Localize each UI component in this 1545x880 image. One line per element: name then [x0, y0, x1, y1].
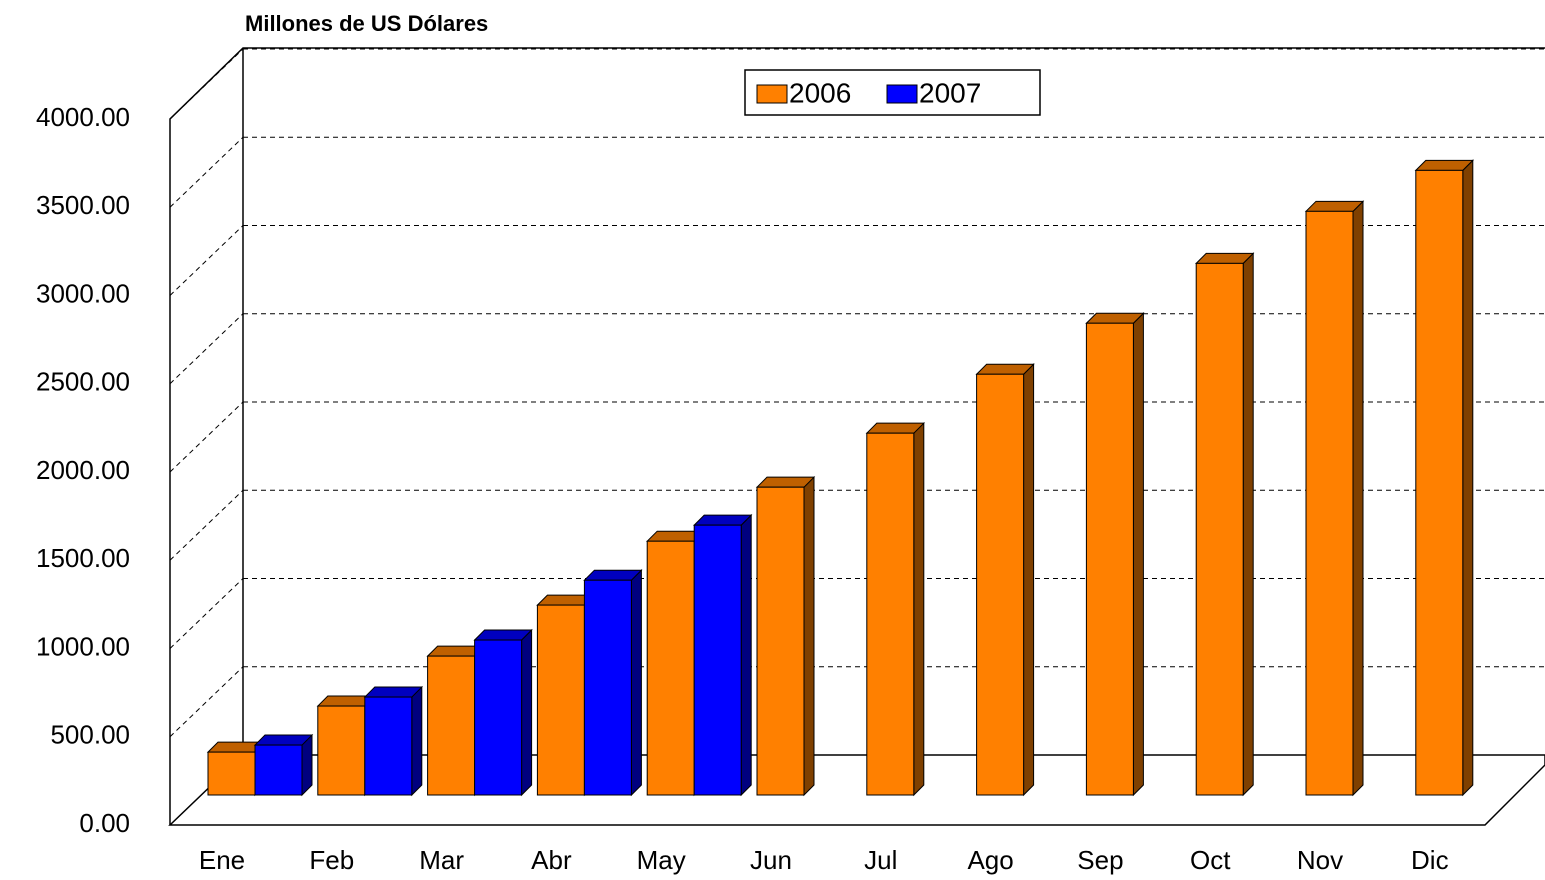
bar — [1195, 262, 1244, 796]
bar-top — [1304, 200, 1365, 212]
bar-top — [253, 734, 314, 746]
bar-side — [630, 568, 642, 797]
bar — [427, 655, 476, 796]
bar-top — [755, 476, 816, 488]
y-tick-label: 3500.00 — [36, 190, 130, 220]
x-tick-label: Ene — [199, 845, 245, 875]
bar-side — [411, 685, 423, 797]
y-tick-label: 1000.00 — [36, 631, 130, 661]
bar-side — [913, 421, 925, 797]
x-tick-label: Sep — [1077, 845, 1123, 875]
bar-side — [1242, 252, 1254, 797]
y-tick-label: 500.00 — [50, 720, 130, 750]
bar-top — [363, 686, 424, 698]
bar — [536, 604, 585, 796]
y-tick-label: 4000.00 — [36, 102, 130, 132]
bar-side — [803, 475, 815, 797]
bar-top — [865, 422, 926, 434]
bar — [646, 540, 695, 796]
grid-line-side — [169, 489, 244, 561]
grid-line-side — [169, 313, 244, 385]
grid-line-side — [169, 225, 244, 296]
x-tick-label: May — [637, 845, 686, 875]
x-tick-label: Dic — [1411, 845, 1449, 875]
bar — [1415, 169, 1464, 796]
x-tick-label: Mar — [419, 845, 464, 875]
bar-top — [1085, 312, 1145, 324]
y-tick-label: 2500.00 — [36, 367, 130, 397]
y-tick-label: 1500.00 — [36, 543, 130, 573]
x-tick-label: Ago — [967, 845, 1013, 875]
bar-side — [1132, 312, 1144, 797]
bar-top — [1414, 159, 1475, 171]
x-tick-label: Abr — [531, 845, 572, 875]
bar-side — [1352, 200, 1364, 797]
bar — [254, 744, 303, 796]
bar-top — [583, 569, 643, 581]
x-tick-label: Nov — [1297, 845, 1343, 875]
bar — [207, 751, 256, 796]
y-tick-label: 2000.00 — [36, 455, 130, 485]
x-tick-label: Jul — [864, 845, 897, 875]
grid-line-side — [169, 666, 244, 738]
x-tick-label: Oct — [1190, 845, 1231, 875]
bar — [583, 579, 632, 796]
grid-line-side — [169, 136, 244, 208]
bar — [756, 486, 805, 796]
bar — [866, 432, 915, 796]
bar-side — [1023, 363, 1035, 797]
legend-swatch — [756, 84, 788, 104]
bar — [1085, 322, 1134, 796]
bar-side — [521, 628, 533, 797]
grid-line-side — [169, 578, 244, 649]
bar-top — [692, 514, 753, 526]
bar-top — [975, 363, 1035, 375]
bar-side — [740, 513, 752, 797]
x-tick-label: Feb — [309, 845, 354, 875]
bar-side — [1462, 159, 1474, 797]
bar — [1305, 210, 1354, 796]
bar-top — [1194, 252, 1255, 264]
bar-top — [473, 629, 533, 641]
bar — [976, 373, 1025, 796]
grid-line-side — [169, 48, 244, 120]
bar — [364, 696, 413, 796]
bar — [317, 705, 366, 796]
chart-title: Millones de US Dólares — [245, 11, 488, 36]
bar — [693, 524, 742, 796]
legend-swatch — [886, 84, 918, 104]
x-tick-label: Jun — [750, 845, 792, 875]
y-tick-label: 0.00 — [79, 808, 130, 838]
legend-label: 2007 — [919, 77, 981, 108]
legend-label: 2006 — [789, 77, 851, 108]
grid-line-side — [169, 401, 244, 473]
bar — [474, 639, 523, 796]
y-tick-label: 3000.00 — [36, 278, 130, 308]
